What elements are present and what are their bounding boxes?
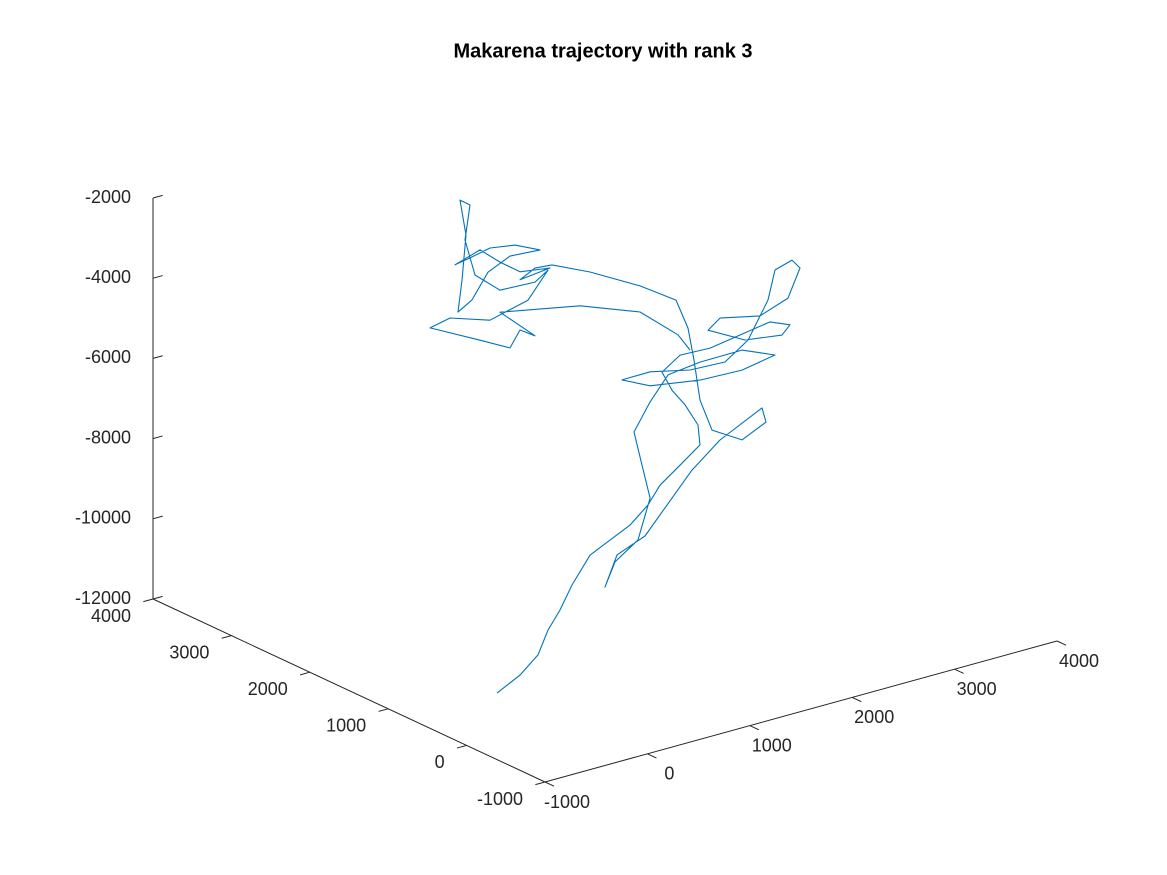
- y-tick-label: -1000: [477, 789, 523, 809]
- chart-title: Makarena trajectory with rank 3: [453, 40, 752, 62]
- x-tick: [851, 696, 862, 703]
- x-tick: [1056, 640, 1067, 646]
- x-tick-label: 3000: [957, 679, 997, 699]
- x-tick-label: 0: [664, 764, 674, 784]
- z-tick-label: -4000: [85, 267, 131, 287]
- z-tick-label: -6000: [85, 347, 131, 367]
- x-tick-label: 4000: [1059, 651, 1099, 671]
- trajectory-line: [429, 199, 801, 694]
- y-tick-label: 2000: [248, 679, 288, 699]
- z-tick-label: -8000: [85, 427, 131, 447]
- x-tick: [749, 725, 760, 731]
- y-tick: [300, 671, 310, 676]
- y-tick-label: 3000: [169, 642, 209, 662]
- y-axis: [152, 598, 546, 783]
- z-tick: [152, 435, 163, 440]
- y-tick-label: 1000: [326, 716, 366, 736]
- y-tick: [378, 708, 389, 712]
- z-tick: [152, 275, 163, 279]
- y-tick-label: 4000: [91, 606, 131, 626]
- x-tick: [544, 781, 555, 787]
- z-tick: [152, 355, 163, 359]
- x-tick-label: 2000: [854, 707, 894, 727]
- z-tick: [152, 515, 163, 520]
- z-tick-label: -10000: [75, 508, 131, 528]
- z-tick: [152, 595, 163, 600]
- z-tick-label: -2000: [85, 187, 131, 207]
- z-tick: [152, 194, 163, 199]
- y-tick: [456, 744, 467, 749]
- x-tick-label: -1000: [544, 792, 590, 812]
- x-tick-label: 1000: [752, 735, 792, 755]
- y-tick: [221, 635, 232, 639]
- y-tick: [143, 598, 154, 603]
- x-tick: [647, 753, 657, 759]
- y-tick-label: 0: [435, 752, 445, 772]
- z-tick-label: -12000: [75, 588, 131, 608]
- x-tick: [954, 668, 964, 674]
- y-tick: [535, 781, 546, 786]
- x-axis: [544, 640, 1058, 783]
